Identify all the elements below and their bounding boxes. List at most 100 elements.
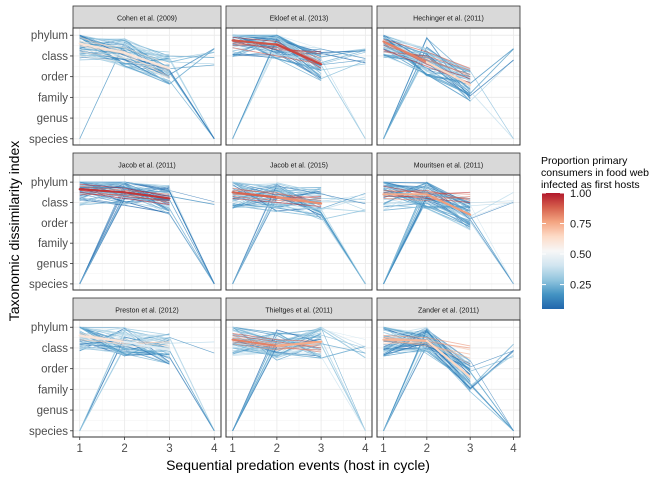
trajectory-line: [232, 181, 366, 220]
trajectory-line: [232, 336, 322, 431]
mean-trend-segment: [231, 191, 278, 199]
y-tick-label: species: [29, 279, 68, 291]
trajectory-line: [232, 196, 278, 208]
x-tick-label: 4: [362, 443, 369, 455]
trajectory-line: [232, 327, 366, 348]
trajectory-line: [383, 37, 427, 50]
trajectory-line: [232, 342, 366, 432]
highlight-trajectory: [383, 189, 471, 195]
trajectory-line: [79, 34, 215, 140]
trajectory-line: [232, 343, 322, 356]
y-tick-label: family: [38, 92, 68, 104]
y-tick-label: family: [38, 384, 68, 396]
x-tick-label: 2: [274, 443, 280, 455]
highlight-trajectory: [79, 191, 170, 205]
panel-hechinger-et-al-2011: Hechinger et al. (2011): [376, 5, 521, 146]
highlight-trajectory: [79, 49, 170, 73]
trajectory-line: [383, 181, 471, 214]
panel-title: Cohen et al. (2009): [117, 16, 177, 23]
panel-border: [225, 319, 373, 438]
trajectory-line: [232, 185, 366, 205]
trajectory-line: [383, 187, 514, 285]
trajectory-line: [232, 328, 322, 431]
trajectory-line: [79, 34, 170, 62]
panel-border: [376, 319, 521, 438]
highlight-trajectory: [79, 339, 170, 345]
trajectory-line: [79, 38, 170, 60]
x-tick-label: 2: [424, 443, 430, 455]
panel-mouritsen-et-al-2011: Mouritsen et al. (2011): [376, 152, 521, 291]
trajectory-line: [79, 326, 215, 344]
trajectory-line: [383, 348, 471, 388]
trajectory-line: [383, 53, 471, 73]
panels-layer: Cohen et al. (2009) species genus family ord…: [29, 5, 521, 455]
panel-title: Jacob et al. (2011): [118, 163, 175, 170]
mean-trend-segment: [78, 334, 126, 343]
highlight-trajectory: [232, 343, 322, 351]
y-tick-label: order: [41, 218, 68, 230]
highlight-trajectory: [383, 335, 471, 347]
trajectory-line: [383, 42, 471, 74]
trajectory-line: [232, 203, 366, 285]
panel-title: Ekloef et al. (2013): [270, 16, 329, 23]
panel-title: Mouritsen et al. (2011): [414, 163, 484, 170]
panel-border: [72, 174, 222, 291]
mean-trend-segment: [275, 196, 323, 205]
panel-title: Thieltges et al. (2011): [265, 308, 332, 315]
x-tick-label: 1: [77, 443, 83, 455]
x-tick-label: 3: [318, 443, 324, 455]
panel-ekloef-et-al-2013: Ekloef et al. (2013): [225, 5, 373, 146]
y-tick-label: order: [41, 72, 68, 84]
trajectory-line: [383, 184, 471, 285]
mean-trend-segment: [123, 51, 171, 70]
highlight-trajectory: [232, 341, 322, 351]
y-tick-label: order: [41, 364, 68, 376]
highlight-trajectory: [383, 195, 471, 201]
y-axis-title: Taxonomic dissimilarity index: [6, 141, 22, 322]
trajectory-line: [383, 182, 514, 285]
y-tick-label: phylum: [31, 30, 68, 42]
trajectory-lines: [79, 326, 215, 432]
trajectory-line: [79, 35, 215, 85]
x-tick-label: 4: [211, 443, 218, 455]
trajectory-line: [383, 343, 514, 390]
y-tick-label: family: [38, 238, 68, 250]
legend-ticks: 1.00 0.75 0.50 0.25: [542, 188, 591, 292]
highlight-trajectory: [383, 341, 471, 359]
highlight-trajectory: [79, 183, 170, 197]
trajectory-line: [79, 334, 170, 350]
mean-trend-segment: [78, 188, 126, 194]
trajectory-lines: [232, 34, 366, 140]
highlight-trajectory: [232, 197, 322, 207]
trajectory-line: [232, 44, 322, 79]
mean-trend-segment: [425, 339, 472, 379]
mean-trend-segment: [123, 340, 171, 352]
trajectory-line: [383, 190, 471, 285]
trajectory-line: [383, 185, 471, 207]
trajectory-line: [383, 195, 471, 285]
legend-colorbar: [542, 193, 564, 309]
trajectory-line: [383, 46, 471, 140]
y-tick-label: species: [29, 426, 68, 438]
highlight-trajectory: [79, 189, 170, 201]
y-tick-label: class: [42, 197, 68, 209]
trajectory-line: [232, 181, 322, 212]
trajectory-line: [79, 41, 170, 66]
trajectory-line: [383, 55, 427, 74]
y-tick-label: genus: [37, 259, 69, 271]
legend-title-line-3: infected as first hosts: [541, 179, 640, 191]
mean-trend-segment: [425, 193, 472, 216]
trajectory-line: [79, 190, 125, 205]
y-tick-label: genus: [37, 405, 69, 417]
highlight-trajectory: [383, 193, 471, 203]
highlight-trajectory: [232, 36, 322, 69]
x-axis-title: Sequential predation events (host in cyc…: [166, 457, 430, 473]
mean-trend-segment: [275, 340, 323, 347]
panel-title: Zander et al. (2011): [418, 308, 479, 315]
trajectory-line: [232, 181, 322, 218]
trajectory-line: [232, 38, 322, 139]
highlight-trajectory: [232, 337, 322, 347]
panel-border: [72, 319, 222, 438]
highlight-trajectory: [383, 189, 471, 201]
